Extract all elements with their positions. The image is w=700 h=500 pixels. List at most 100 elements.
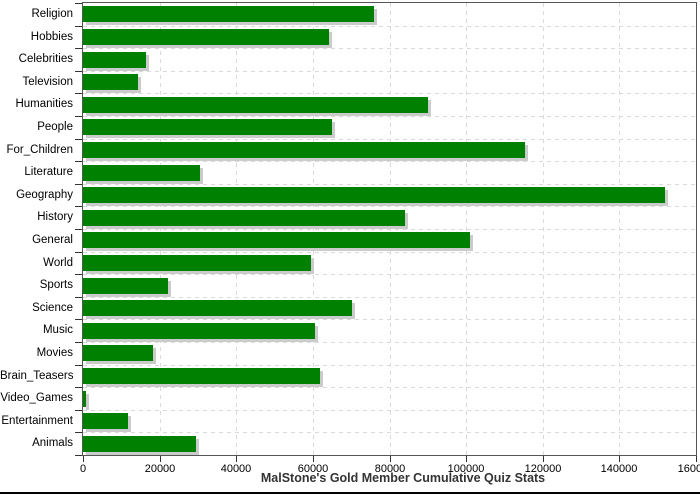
x-axis-tick-label: 0 — [79, 463, 87, 475]
bar-television — [83, 74, 138, 90]
gridline-horizontal — [83, 93, 696, 94]
gridline-horizontal — [83, 206, 696, 207]
gridline-horizontal — [83, 252, 696, 253]
x-axis-tick — [160, 456, 161, 462]
y-axis-label: Literature — [24, 166, 73, 178]
x-axis-tick — [83, 456, 84, 462]
gridline-horizontal — [83, 139, 696, 140]
y-axis-tick — [75, 229, 82, 230]
x-axis-tick — [619, 456, 620, 462]
x-axis-tick — [696, 456, 697, 462]
y-axis-label: Movies — [36, 347, 73, 359]
x-axis-tick — [390, 456, 391, 462]
y-axis-tick — [75, 71, 82, 72]
bar-sports — [83, 278, 168, 294]
y-axis-tick — [75, 410, 82, 411]
gridline-horizontal — [83, 161, 696, 162]
x-axis-tick — [313, 456, 314, 462]
gridline-horizontal — [83, 184, 696, 185]
x-axis-tick-label: 100000 — [447, 463, 485, 475]
bar-general — [83, 232, 470, 248]
y-axis-tick — [75, 432, 82, 433]
x-axis-tick-label: 20000 — [144, 463, 176, 475]
gridline-horizontal — [83, 71, 696, 72]
y-axis-tick — [75, 297, 82, 298]
y-axis-tick — [75, 93, 82, 94]
x-axis-tick-label: 40000 — [220, 463, 252, 475]
bar-shadow — [86, 394, 89, 410]
y-axis-label: Brain_Teasers — [0, 370, 74, 382]
bar-world — [83, 255, 311, 271]
gridline-horizontal — [83, 387, 696, 388]
y-axis-tick — [75, 342, 82, 343]
y-axis-label: Religion — [31, 8, 73, 20]
y-axis-tick — [75, 116, 82, 117]
gridline-horizontal — [83, 116, 696, 117]
bar-hobbies — [83, 29, 329, 45]
bar-humanities — [83, 97, 428, 113]
gridline-horizontal — [83, 365, 696, 366]
bar-movies — [83, 345, 153, 361]
bar-religion — [83, 6, 374, 22]
chart-title: MalStone's Gold Member Cumulative Quiz S… — [260, 471, 546, 485]
frame-bottom-line — [0, 492, 700, 494]
y-axis-label: Celebrities — [18, 53, 73, 65]
bar-science — [83, 300, 352, 316]
gridline-horizontal — [83, 274, 696, 275]
x-axis-tick — [236, 456, 237, 462]
bar-entertainment — [83, 413, 128, 429]
y-axis-tick — [75, 206, 82, 207]
gridline-horizontal — [83, 297, 696, 298]
y-axis-label: Entertainment — [1, 415, 73, 427]
bar-for_children — [83, 142, 525, 158]
bar-video_games — [83, 391, 86, 407]
gridline-horizontal — [83, 342, 696, 343]
bar-animals — [83, 436, 196, 452]
y-axis-tick — [75, 26, 82, 27]
y-axis-tick — [75, 387, 82, 388]
bar-geography — [83, 187, 665, 203]
gridline-horizontal — [83, 410, 696, 411]
y-axis-tick — [75, 252, 82, 253]
y-axis-label: Hobbies — [30, 31, 73, 43]
bar-history — [83, 210, 405, 226]
y-axis-tick — [75, 455, 82, 456]
y-axis-label: Music — [42, 324, 73, 336]
bar-brain_teasers — [83, 368, 320, 384]
y-axis-label: Video_Games — [0, 392, 73, 404]
y-axis-tick — [75, 184, 82, 185]
y-axis-label: General — [32, 234, 73, 246]
gridline-horizontal — [83, 432, 696, 433]
y-axis-label: Animals — [32, 437, 73, 449]
x-axis-tick-label: 140000 — [600, 463, 638, 475]
y-axis-tick — [75, 3, 82, 4]
y-axis-label: Humanities — [15, 98, 73, 110]
bar-literature — [83, 165, 200, 181]
y-axis-label: Science — [32, 302, 73, 314]
y-axis-label: People — [37, 121, 73, 133]
y-axis-tick — [75, 365, 82, 366]
x-axis-tick-label: 160000 — [677, 463, 700, 475]
gridline-horizontal — [83, 319, 696, 320]
x-axis-tick — [466, 456, 467, 462]
bar-people — [83, 119, 332, 135]
y-axis-label: World — [43, 257, 73, 269]
y-axis-label: Sports — [39, 279, 73, 291]
bar-music — [83, 323, 315, 339]
y-axis-tick — [75, 161, 82, 162]
y-axis-tick — [75, 274, 82, 275]
plot-area — [82, 2, 697, 456]
y-axis-tick — [75, 48, 82, 49]
y-axis-label: Television — [22, 76, 74, 88]
x-axis-tick-label: 120000 — [524, 463, 562, 475]
y-axis-label: History — [37, 211, 73, 223]
bar-celebrities — [83, 52, 146, 68]
y-axis-label: Geography — [16, 189, 73, 201]
y-axis-label: For_Children — [6, 144, 73, 156]
x-axis-tick-label: 80000 — [374, 463, 406, 475]
x-axis-tick-label: 60000 — [297, 463, 329, 475]
gridline-horizontal — [83, 229, 696, 230]
y-axis-tick — [75, 319, 82, 320]
gridline-horizontal — [83, 48, 696, 49]
